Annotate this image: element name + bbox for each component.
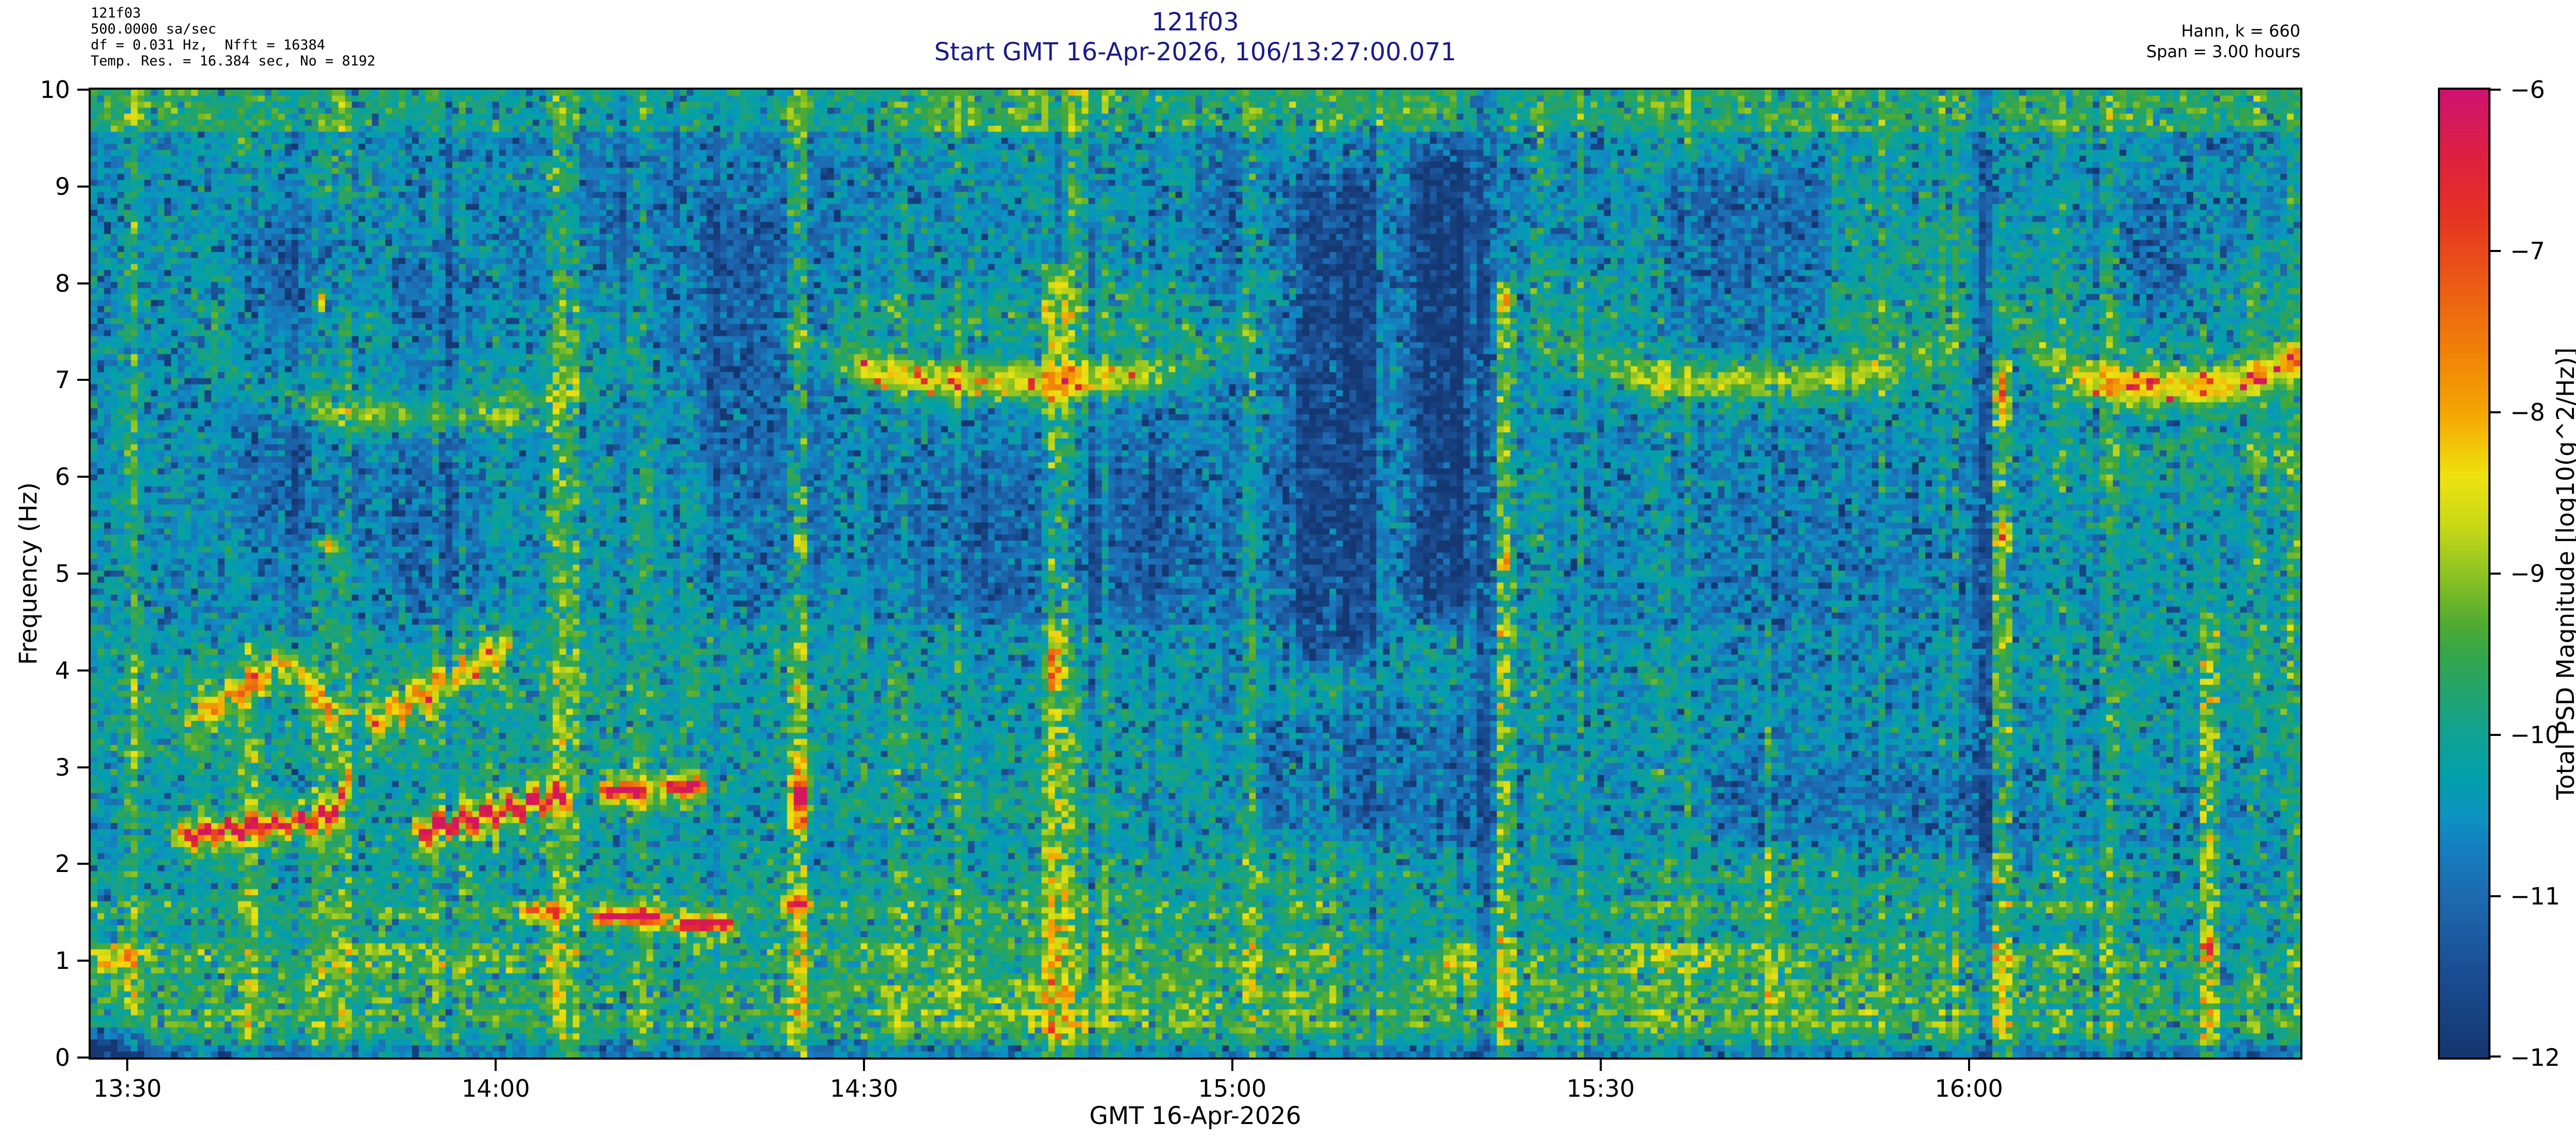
x-tick-label: 13:30 [93,1075,162,1102]
spectrogram-image [91,90,2300,1058]
figure-title: 121f03 Start GMT 16-Apr-2026, 106/13:27:… [680,7,1710,67]
colorbar-tick-label: −8 [2510,398,2545,426]
colorbar-tick-label: −11 [2510,882,2561,910]
window-span: Span = 3.00 hours [2146,42,2300,61]
window-hann-k: Hann, k = 660 [2181,21,2300,41]
header-df-nfft: df = 0.031 Hz, Nfft = 16384 [91,37,326,53]
x-tick-label: 14:00 [462,1075,530,1102]
x-axis-label: GMT 16-Apr-2026 [1089,1102,1301,1130]
y-tick-mark [77,89,89,91]
title-line-start-time: Start GMT 16-Apr-2026, 106/13:27:00.071 [934,38,1456,66]
y-tick-label: 4 [55,656,70,684]
x-tick-mark [863,1060,866,1071]
header-sample-rate: 500.0000 sa/sec [91,21,216,37]
title-line-channel: 121f03 [1151,8,1239,37]
colorbar-tick-mark [2490,895,2501,897]
x-tick-label: 15:00 [1198,1075,1267,1102]
y-tick-label: 6 [55,463,70,491]
x-tick-mark [1231,1060,1233,1071]
colorbar-tick-label: −6 [2510,76,2545,104]
x-tick-mark [126,1060,129,1071]
y-tick-mark [77,476,89,478]
y-tick-label: 3 [55,753,70,781]
y-tick-mark [77,960,89,962]
y-tick-label: 0 [55,1044,70,1071]
x-tick-label: 14:30 [829,1075,899,1102]
y-tick-mark [77,669,89,672]
y-tick-mark [77,573,89,575]
y-tick-mark [77,766,89,768]
colorbar-gradient [2440,90,2488,1058]
y-tick-mark [77,185,89,188]
colorbar-frame [2438,88,2490,1060]
colorbar-tick-label: −10 [2510,721,2561,749]
colorbar-tick-mark [2490,250,2501,252]
colorbar-tick-label: −7 [2510,237,2545,265]
y-tick-mark [77,282,89,284]
colorbar-tick-mark [2490,573,2501,575]
header-info: 121f03 500.0000 sa/sec df = 0.031 Hz, Nfft… [91,5,376,69]
y-tick-label: 7 [55,366,70,394]
colorbar-tick-label: −12 [2510,1044,2561,1071]
x-tick-mark [1599,1060,1602,1071]
x-tick-label: 16:00 [1935,1075,2003,1102]
y-tick-label: 1 [55,947,70,975]
y-tick-label: 10 [40,76,70,104]
y-tick-label: 9 [55,172,70,200]
y-tick-mark [77,863,89,865]
colorbar-tick-mark [2490,734,2501,736]
colorbar-tick-mark [2490,89,2501,91]
header-temporal-resolution: Temp. Res. = 16.384 sec, No = 8192 [91,53,376,69]
x-tick-mark [1968,1060,1970,1071]
header-channel: 121f03 [91,5,141,21]
y-tick-label: 8 [55,269,70,297]
y-tick-label: 5 [55,560,70,588]
y-tick-label: 2 [55,850,70,878]
y-tick-mark [77,1057,89,1059]
window-info: Hann, k = 660 Span = 3.00 hours [1888,21,2300,62]
x-tick-mark [495,1060,497,1071]
x-tick-label: 15:30 [1566,1075,1635,1102]
colorbar-tick-label: −9 [2510,560,2545,588]
colorbar-tick-mark [2490,1055,2501,1058]
colorbar-tick-mark [2490,411,2501,413]
y-tick-mark [77,379,89,381]
